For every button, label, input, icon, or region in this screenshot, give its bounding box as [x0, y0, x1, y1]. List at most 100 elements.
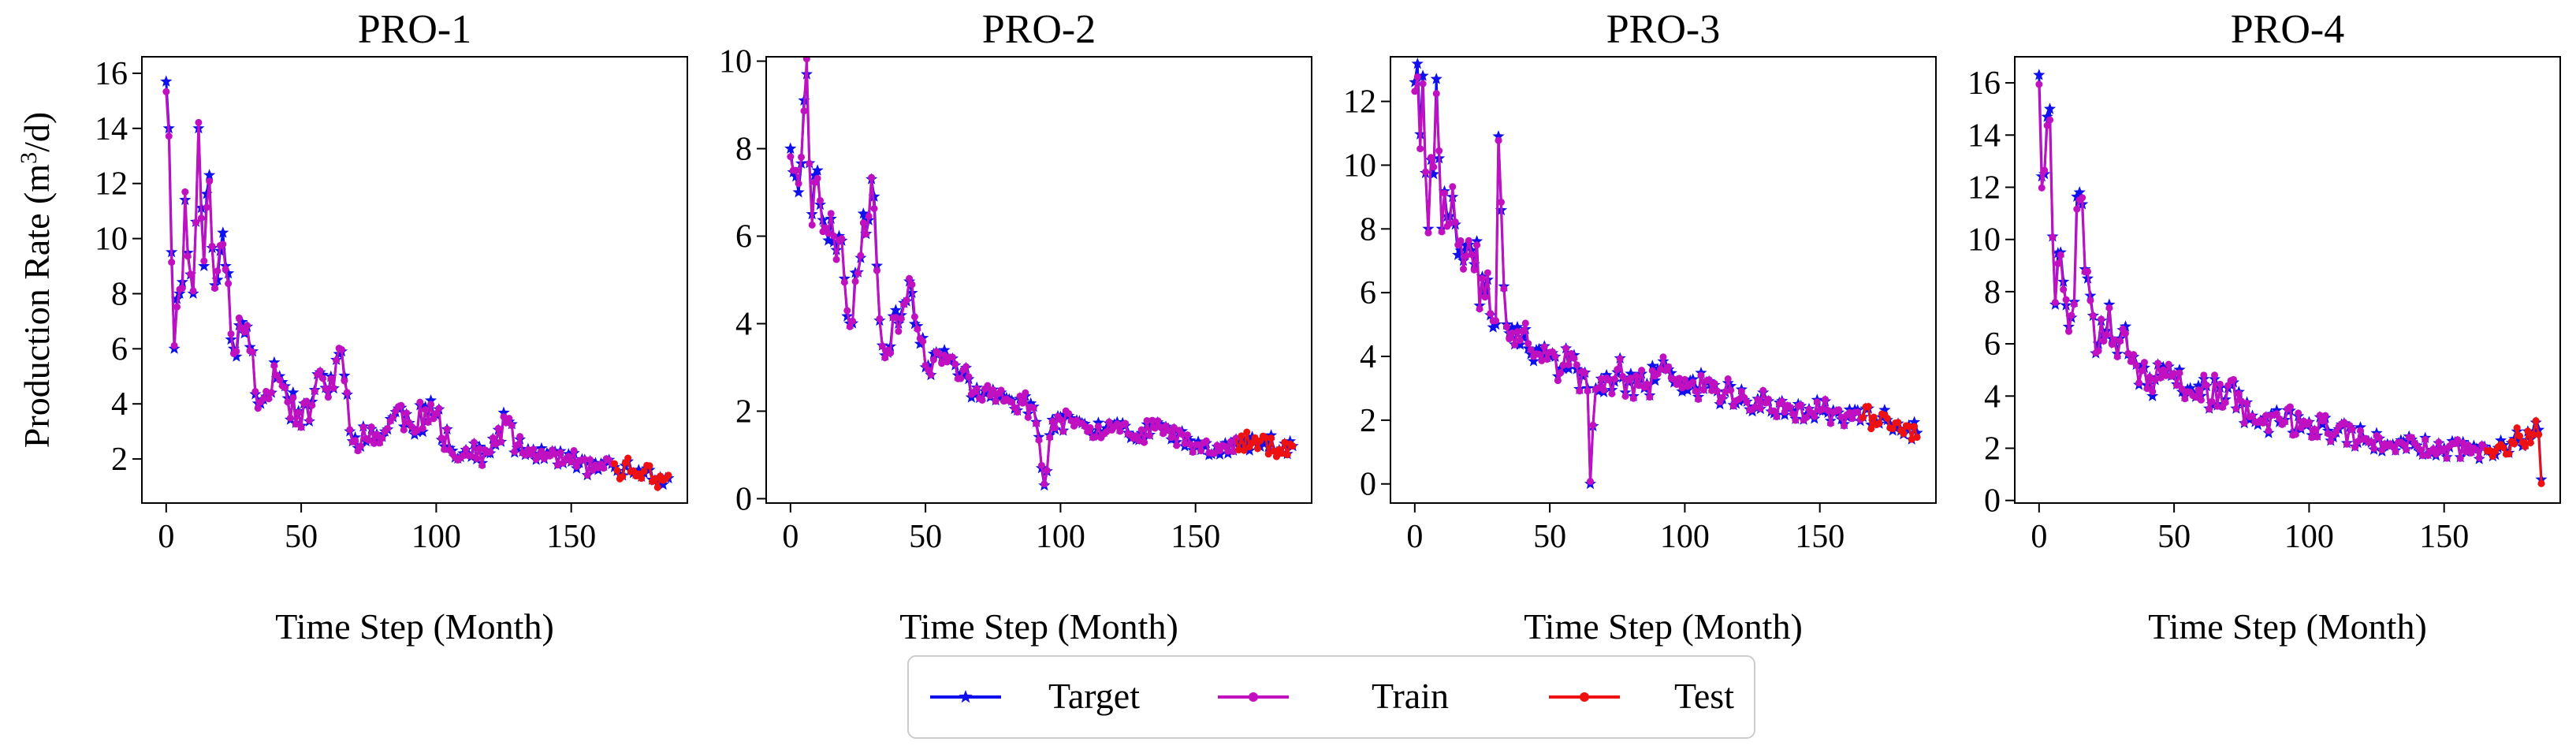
target-point: [1506, 321, 1518, 334]
target-point: [892, 317, 905, 329]
train-point: [2286, 403, 2294, 411]
train-point: [808, 221, 816, 229]
train-point: [1086, 423, 1094, 431]
train-point: [1699, 386, 1707, 394]
chart-title: PRO-4: [2231, 7, 2344, 52]
train-point: [1657, 365, 1665, 373]
train-point: [1506, 335, 1513, 343]
train-point: [1449, 183, 1457, 191]
target-point: [170, 293, 184, 304]
train-point: [1635, 382, 1643, 390]
train-point: [2232, 404, 2240, 412]
train-point: [929, 356, 937, 363]
x-axis-label: Time Step (Month): [1524, 606, 1803, 647]
train-point: [2149, 388, 2157, 396]
train-point: [1754, 396, 1762, 404]
train-point: [441, 445, 449, 453]
y-tick-label: 16: [95, 56, 128, 92]
plot-frame: [2014, 56, 2561, 504]
train-point: [827, 210, 835, 218]
x-tick-label: 150: [546, 519, 596, 555]
train-point: [873, 267, 880, 274]
train-point: [1792, 416, 1800, 424]
series-target-line: [789, 74, 1294, 486]
train-point: [573, 462, 581, 470]
y-tick-label: 0: [1360, 467, 1376, 503]
x-tick-label: 0: [158, 519, 174, 555]
train-point: [295, 408, 303, 416]
train-point: [1822, 396, 1830, 404]
test-point: [1240, 446, 1248, 454]
target-point: [2073, 186, 2086, 198]
y-tick-label: 6: [735, 219, 752, 255]
train-point: [1145, 431, 1153, 439]
train-point: [2310, 425, 2318, 433]
train-point: [2422, 436, 2429, 444]
train-point: [370, 439, 378, 447]
train-point: [1621, 392, 1629, 400]
train-point: [1845, 408, 1853, 416]
train-point: [178, 284, 186, 292]
y-tick-label: 10: [719, 44, 752, 80]
test-point: [1270, 447, 1278, 455]
train-point: [2041, 166, 2049, 174]
train-point: [1714, 387, 1722, 395]
test-point: [653, 483, 661, 491]
train-point: [2146, 373, 2153, 381]
train-point: [378, 434, 386, 442]
y-tick-label: 12: [1343, 84, 1376, 121]
train-point: [486, 448, 494, 456]
train-point: [2127, 357, 2135, 365]
train-point: [462, 445, 470, 453]
train-point: [787, 153, 795, 161]
train-point: [1216, 447, 1224, 455]
train-point: [1141, 438, 1148, 446]
train-point: [1459, 265, 1467, 273]
train-point: [1678, 384, 1686, 392]
train-point: [1116, 427, 1124, 435]
train-point: [551, 450, 559, 458]
train-point: [1483, 269, 1491, 277]
train-point: [951, 360, 959, 368]
train-point: [2100, 337, 2108, 345]
target-point: [784, 142, 797, 154]
target-point: [349, 431, 362, 443]
chart-panel-pro-3: PRO-3 0 50 100 150 0 2 4 6 8 10 12 Time Step (Mont…: [1343, 7, 1937, 647]
train-point: [962, 363, 970, 371]
train-point: [2089, 311, 2097, 319]
train-point: [244, 322, 251, 330]
train-point: [870, 205, 878, 213]
target-point: [2119, 320, 2132, 332]
test-point: [1262, 434, 1270, 442]
test-point: [638, 475, 646, 483]
train-point: [1584, 387, 1591, 395]
train-point: [2262, 412, 2270, 419]
train-point: [1441, 189, 1449, 197]
train-point: [2340, 419, 2348, 427]
target-point: [1430, 73, 1442, 84]
train-point: [1156, 423, 1164, 431]
train-point: [2416, 445, 2424, 453]
chart-title: PRO-1: [358, 7, 471, 52]
train-point: [233, 348, 240, 356]
train-point: [1778, 397, 1786, 405]
series-train-line: [1413, 76, 1862, 482]
target-point: [211, 274, 224, 285]
train-point: [2259, 419, 2267, 427]
legend-test-marker: [1580, 692, 1589, 702]
train-point: [251, 388, 259, 396]
x-tick-label: 50: [909, 519, 942, 555]
train-point: [2132, 361, 2140, 369]
train-point: [1616, 355, 1624, 363]
train-point: [1148, 416, 1156, 424]
target-point: [1092, 416, 1104, 428]
test-point: [613, 467, 621, 475]
train-point: [545, 452, 553, 460]
train-point: [1037, 461, 1045, 469]
legend-entry-train: Train: [1218, 676, 1449, 716]
y-tick-label: 10: [1967, 222, 2001, 259]
train-point: [473, 455, 481, 463]
train-point: [511, 448, 519, 456]
train-point: [2046, 116, 2054, 124]
